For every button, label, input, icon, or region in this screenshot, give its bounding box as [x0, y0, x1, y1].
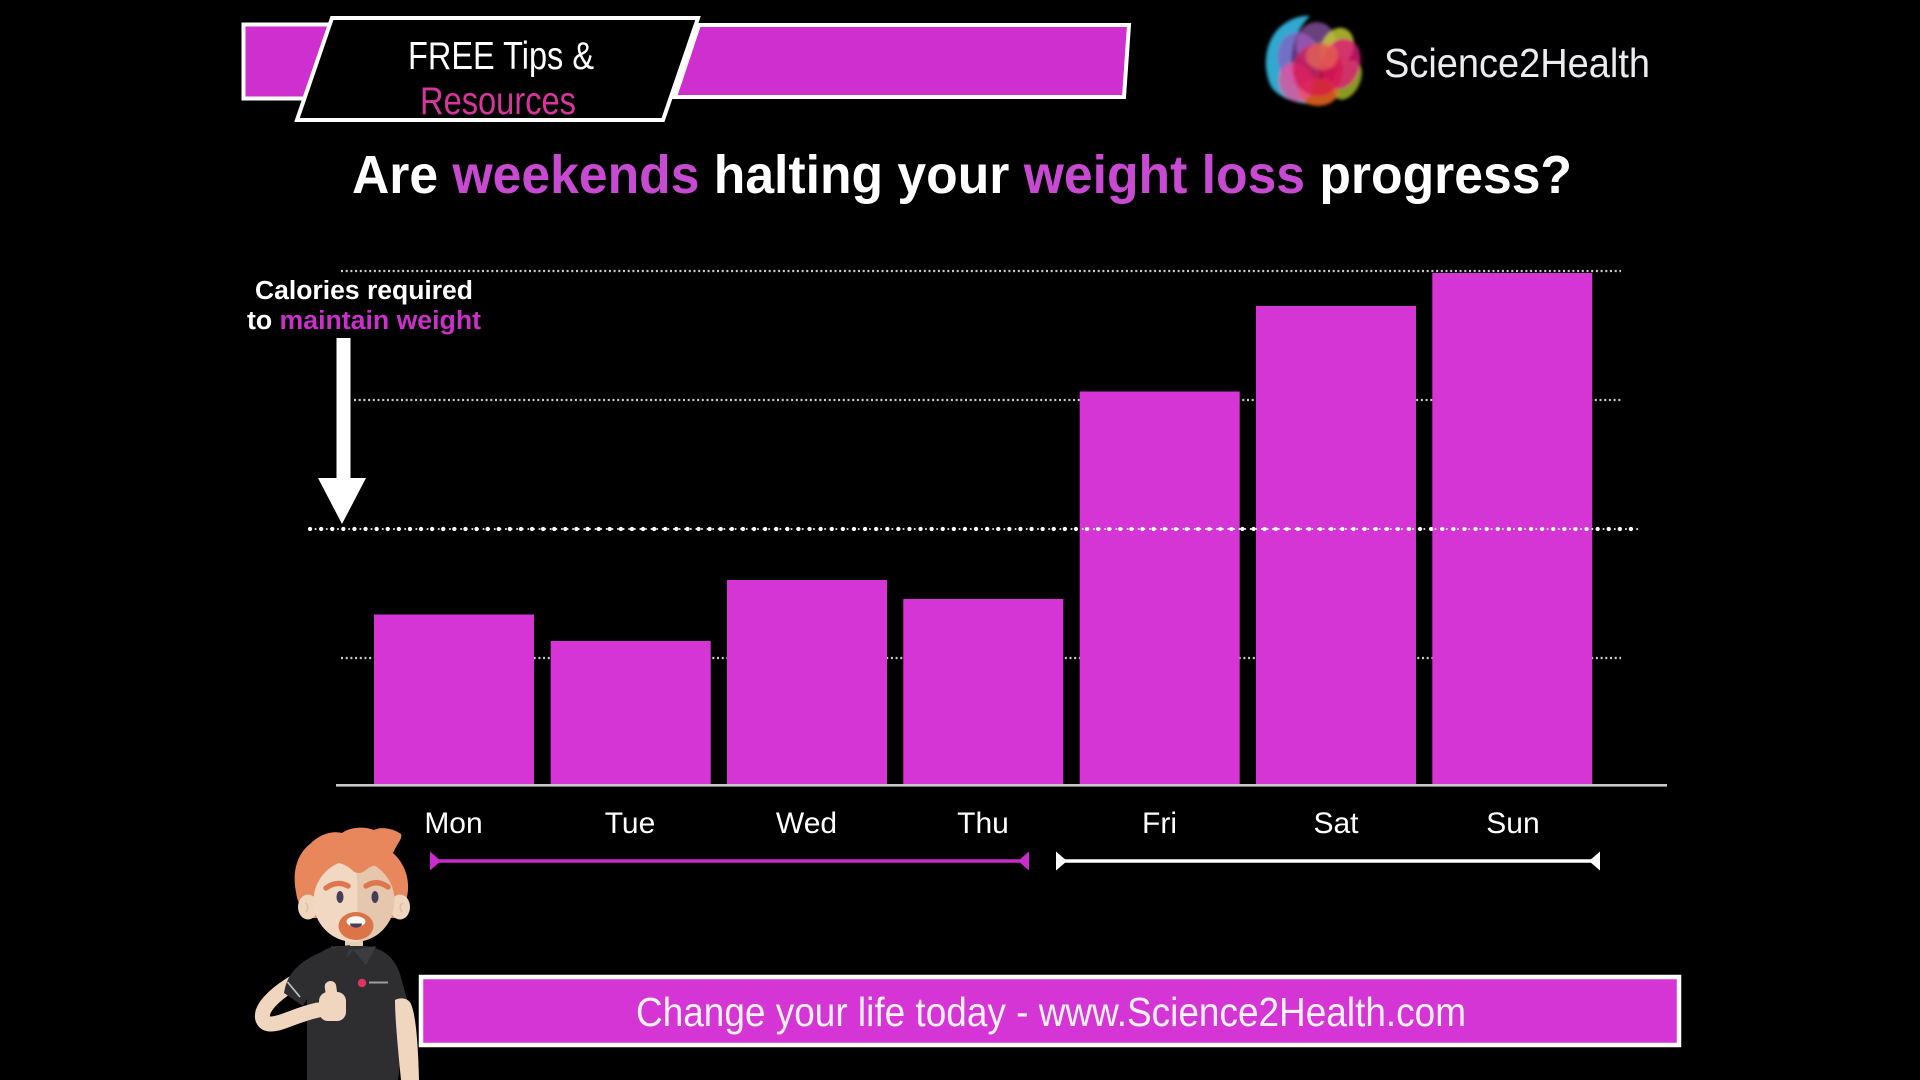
- svg-text:Science2Health: Science2Health: [1384, 40, 1650, 86]
- svg-text:FREE Tips &: FREE Tips &: [408, 35, 594, 78]
- svg-text:Sat: Sat: [1313, 807, 1359, 840]
- svg-text:Fri: Fri: [1142, 807, 1177, 840]
- svg-text:Mon: Mon: [424, 807, 482, 840]
- svg-text:Resources: Resources: [420, 80, 576, 123]
- svg-text:Tue: Tue: [605, 807, 656, 840]
- svg-text:Are weekends halting your weig: Are weekends halting your weight loss pr…: [352, 145, 1572, 205]
- svg-text:Sun: Sun: [1486, 807, 1539, 840]
- svg-text:to maintain weight: to maintain weight: [247, 307, 482, 335]
- svg-text:Change your life today - www.S: Change your life today - www.Science2Hea…: [636, 989, 1466, 1035]
- svg-text:Wed: Wed: [776, 807, 837, 840]
- svg-text:Thu: Thu: [957, 807, 1009, 840]
- svg-text:Calories required: Calories required: [255, 277, 473, 305]
